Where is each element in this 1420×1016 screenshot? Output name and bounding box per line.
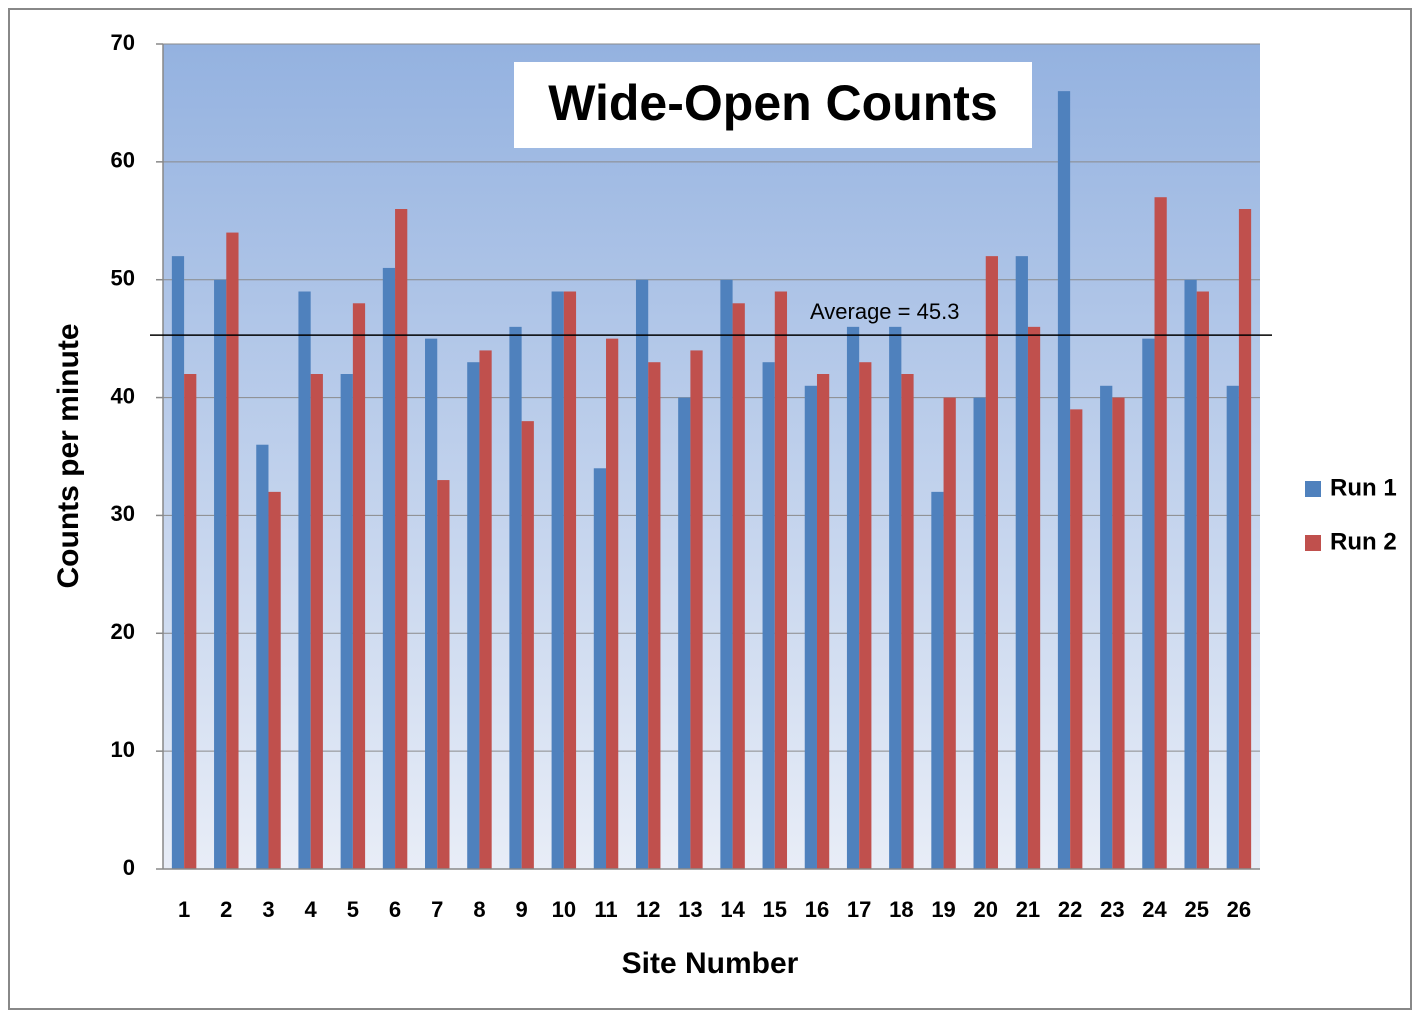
bar (256, 444, 269, 869)
x-tick-label: 9 (516, 897, 528, 922)
plot-area (163, 44, 1260, 869)
bar (1226, 385, 1239, 869)
bar (352, 303, 366, 869)
bar (816, 374, 830, 869)
bar (732, 303, 745, 869)
x-tick-label: 19 (931, 897, 955, 922)
bar (648, 362, 661, 869)
bar (298, 291, 311, 869)
x-tick-label: 18 (889, 897, 913, 922)
bar (551, 291, 564, 869)
bar (509, 326, 522, 869)
bar (1100, 385, 1113, 869)
x-tick-label: 22 (1058, 897, 1082, 922)
bar (973, 397, 986, 869)
bar (1154, 197, 1167, 869)
bar (214, 279, 227, 869)
bar (521, 421, 534, 869)
y-tick-label: 10 (111, 737, 135, 762)
bar (678, 397, 691, 869)
bar (720, 279, 733, 869)
bar (395, 209, 408, 869)
bar (1027, 326, 1041, 869)
x-tick-label: 5 (347, 897, 359, 922)
bar (479, 350, 492, 869)
x-tick-label: 15 (763, 897, 787, 922)
legend-swatch (1305, 535, 1321, 551)
bar (382, 267, 396, 869)
bar (943, 397, 956, 869)
x-tick-label: 6 (389, 897, 401, 922)
y-axis-label: Counts per minute (52, 323, 85, 588)
x-tick-label: 26 (1227, 897, 1251, 922)
bar (1112, 397, 1125, 869)
bar (690, 350, 703, 869)
bar (310, 374, 323, 869)
bar (593, 468, 607, 869)
bar (268, 491, 281, 869)
bar (606, 338, 619, 870)
x-tick-label: 11 (594, 897, 617, 922)
x-tick-label: 14 (720, 897, 745, 922)
x-tick-label: 10 (552, 897, 576, 922)
x-tick-label: 16 (805, 897, 829, 922)
bar (901, 374, 914, 869)
x-tick-label: 24 (1142, 897, 1167, 922)
y-tick-label: 50 (111, 266, 135, 291)
bar (226, 232, 239, 870)
x-tick-label: 1 (178, 897, 190, 922)
bar (1057, 91, 1071, 869)
bar (889, 326, 902, 869)
legend-label: Run 1 (1330, 474, 1397, 501)
x-tick-label: 25 (1184, 897, 1208, 922)
title-box (514, 62, 1032, 148)
bar (437, 480, 450, 869)
bar (859, 362, 872, 869)
bar (635, 279, 649, 869)
x-tick-label: 2 (220, 897, 232, 922)
bar (563, 291, 577, 869)
bar (340, 374, 353, 869)
x-tick-label: 13 (678, 897, 702, 922)
bar (1238, 209, 1252, 869)
x-tick-label: 12 (636, 897, 660, 922)
y-tick-label: 60 (111, 148, 135, 173)
x-tick-label: 4 (305, 897, 318, 922)
x-tick-label: 23 (1100, 897, 1124, 922)
y-tick-label: 40 (111, 383, 135, 408)
y-tick-label: 0 (123, 855, 135, 880)
legend-swatch (1305, 481, 1321, 497)
bar (1070, 409, 1083, 869)
bar (1184, 279, 1197, 869)
x-tick-label: 8 (473, 897, 485, 922)
bar (467, 362, 480, 869)
bar (804, 385, 817, 869)
legend-label: Run 2 (1330, 528, 1397, 555)
bar (774, 291, 788, 869)
bar (425, 338, 438, 870)
x-axis-label: Site Number (622, 947, 799, 980)
y-tick-label: 30 (111, 501, 135, 526)
x-tick-label: 3 (262, 897, 274, 922)
bar (1142, 338, 1155, 870)
bar (171, 256, 185, 870)
bar (762, 362, 775, 869)
x-tick-label: 17 (847, 897, 871, 922)
x-tick-label: 7 (431, 897, 443, 922)
x-tick-label: 21 (1016, 897, 1040, 922)
chart-title: Wide-Open Counts (548, 75, 998, 131)
bar (931, 491, 944, 869)
bar (1196, 291, 1209, 869)
bar (985, 256, 998, 870)
average-label: Average = 45.3 (810, 299, 959, 324)
bar (1015, 256, 1028, 870)
bar (184, 374, 197, 869)
y-tick-label: 70 (111, 30, 135, 55)
y-tick-label: 20 (111, 619, 135, 644)
bar (846, 326, 860, 869)
x-tick-label: 20 (974, 897, 998, 922)
